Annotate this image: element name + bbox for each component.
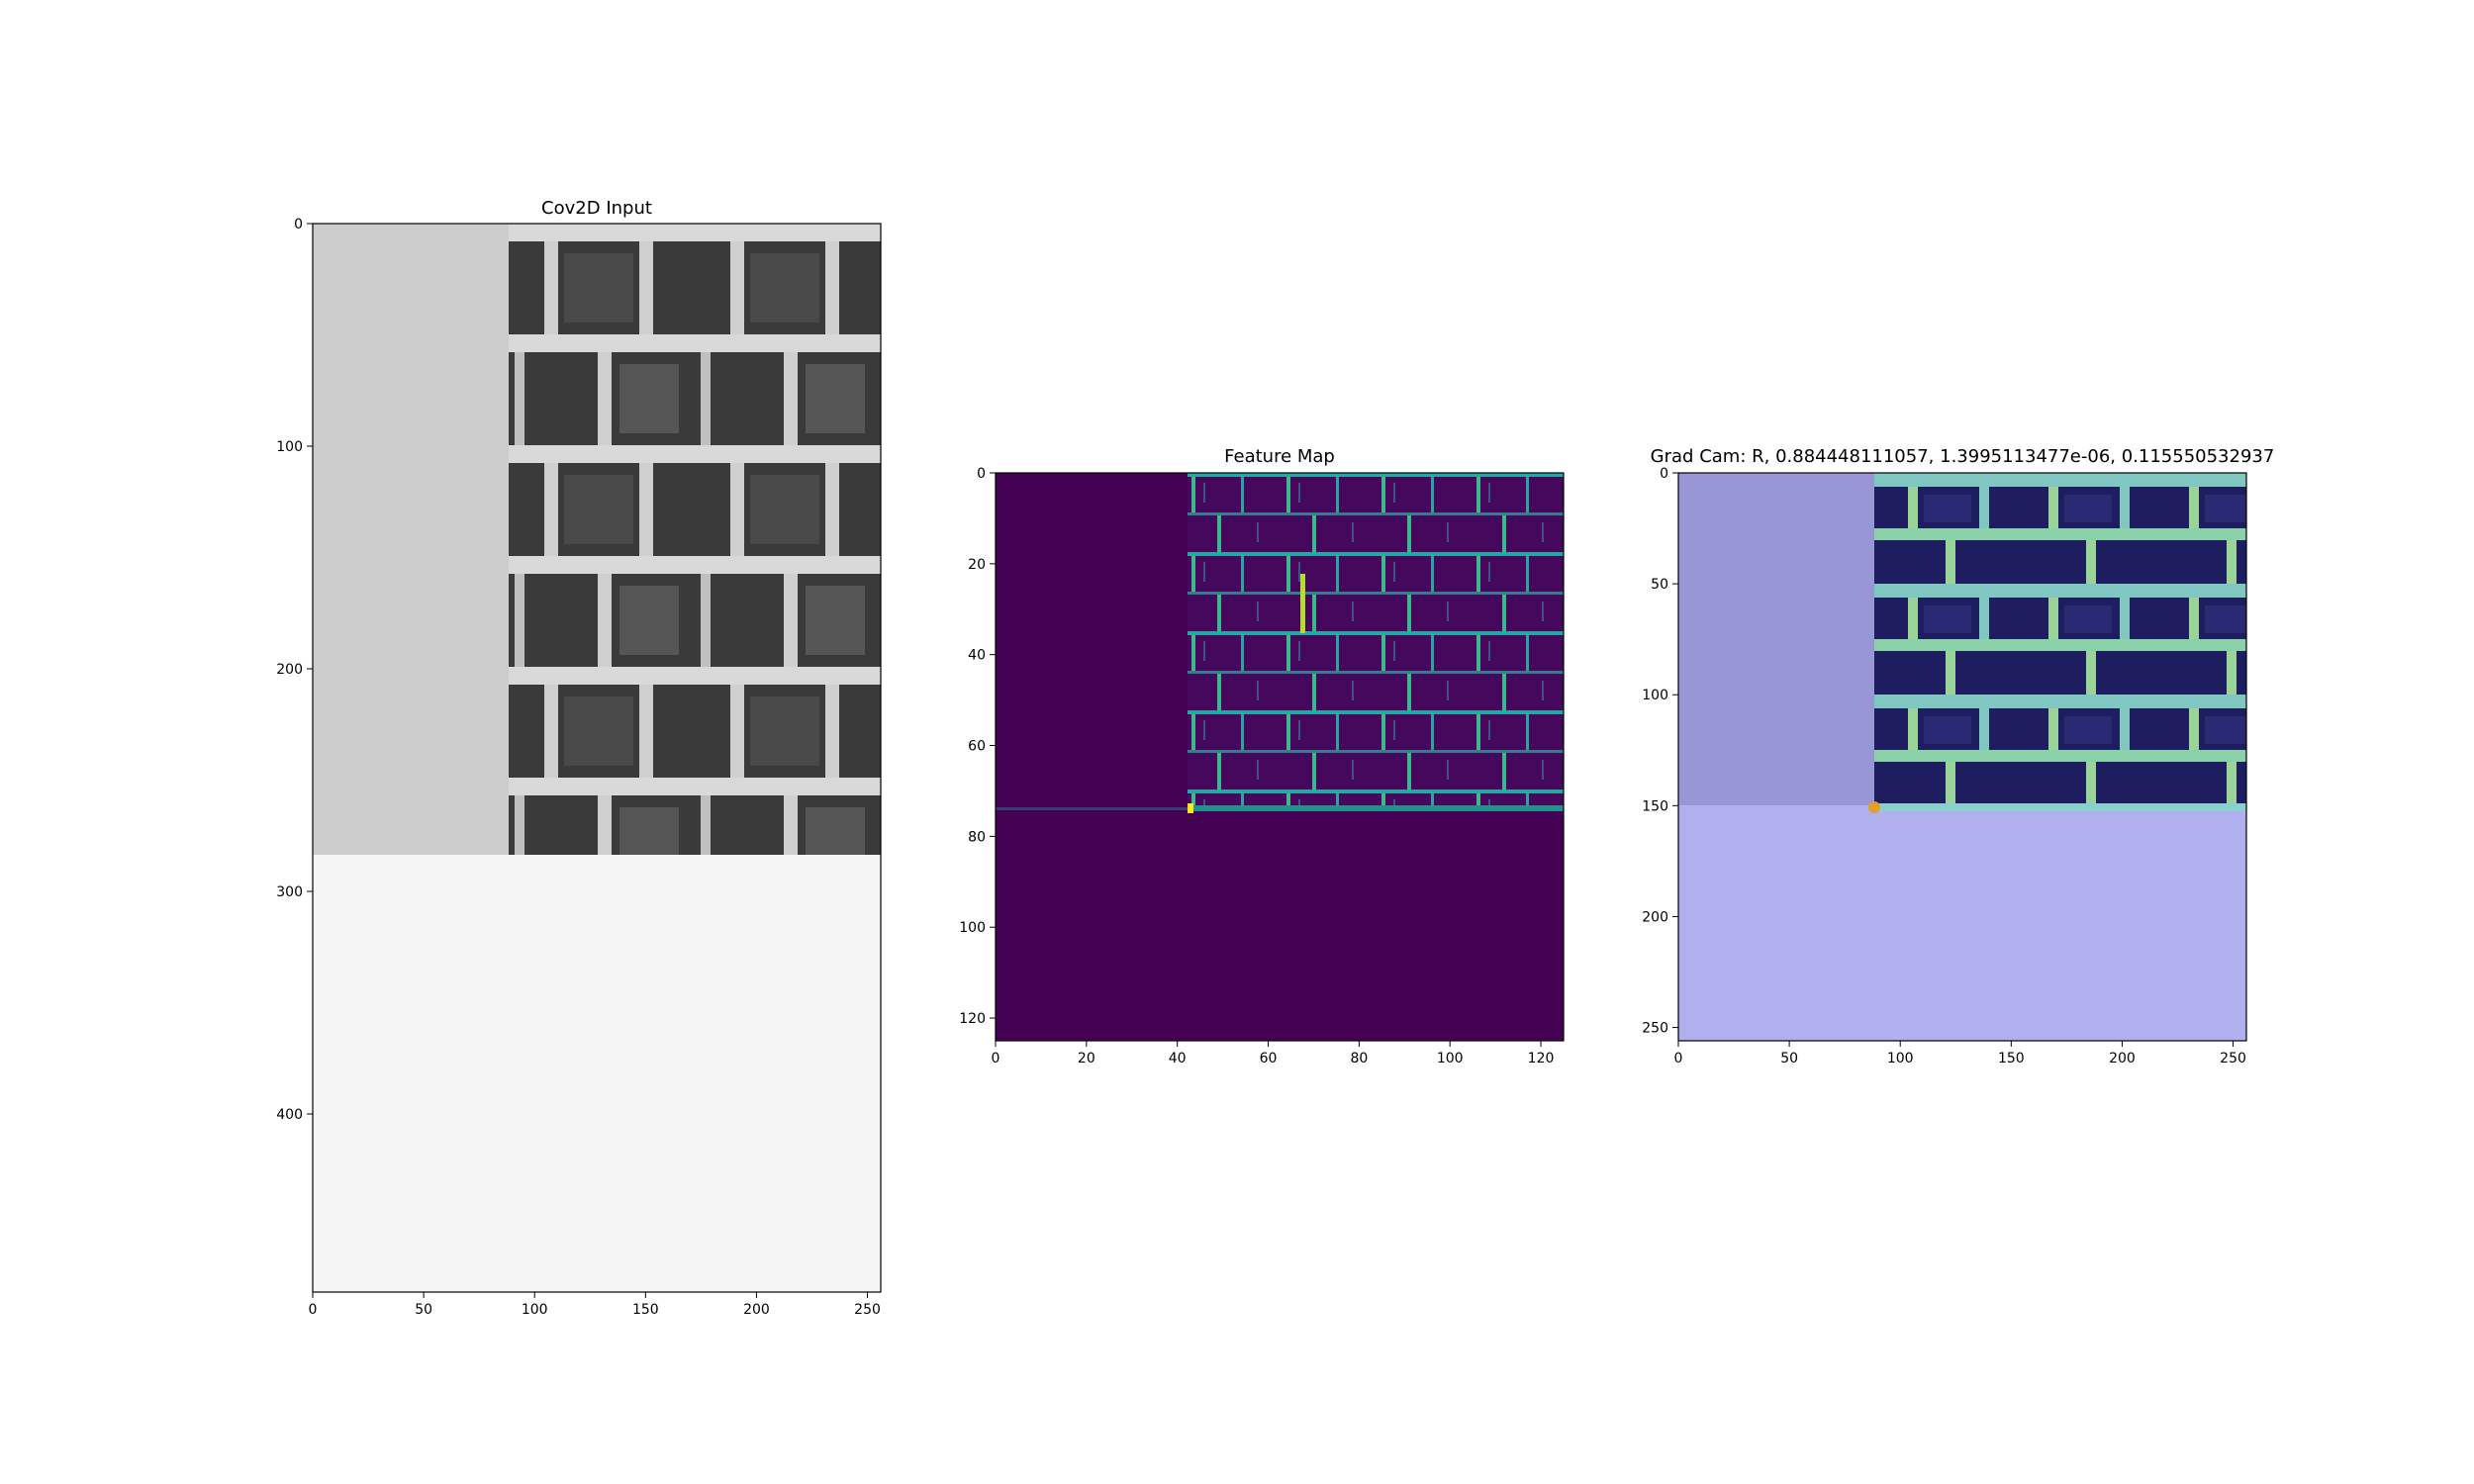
y-tick-label: 20: [968, 557, 986, 573]
x-tick-label: 50: [415, 1302, 432, 1318]
y-tick-label: 400: [276, 1107, 303, 1123]
panel1-brick-image: [509, 224, 881, 855]
panel3-hotspot: [1868, 801, 1880, 813]
y-tick-label: 0: [977, 466, 986, 482]
x-tick-label: 200: [2109, 1051, 2136, 1067]
y-tick-label: 40: [968, 648, 986, 664]
panel-cov2d-input: Cov2D Input 0 50 100 150 200 250 0 100 200 300 40…: [276, 198, 882, 1318]
y-tick-label: 80: [968, 829, 986, 845]
y-tick-label: 100: [276, 439, 303, 455]
y-tick-label: 200: [276, 662, 303, 678]
x-tick-label: 100: [522, 1302, 548, 1318]
panel3-bottom-edge-glow: [1874, 803, 2246, 811]
panel2-faint-row: [996, 807, 1188, 810]
panel2-title: Feature Map: [1224, 446, 1335, 467]
panel3-pad-left: [1678, 473, 1874, 805]
panel3-pad-bottom: [1678, 805, 2246, 1041]
y-tick-label: 250: [1642, 1021, 1668, 1037]
y-tick-label: 100: [1642, 688, 1668, 703]
x-tick-label: 0: [1674, 1051, 1683, 1067]
y-tick-label: 0: [1660, 466, 1668, 482]
x-tick-label: 150: [1998, 1051, 2025, 1067]
x-tick-label: 0: [992, 1051, 1000, 1067]
x-tick-label: 150: [632, 1302, 659, 1318]
panel3-brick-overlay: [1874, 473, 2246, 805]
panel1-frame: [312, 223, 882, 1293]
panel3-y-axis: 0 50 100 150 200 250: [1642, 466, 1678, 1037]
panel1-title: Cov2D Input: [541, 198, 652, 219]
panel2-y-axis: 0 20 40 60 80 100 120: [959, 466, 996, 1027]
panel2-hotspot-yellow: [1188, 803, 1193, 813]
x-tick-label: 0: [309, 1302, 318, 1318]
panel-feature-map: Feature Map 0 20 40 60 80 100 120 0 20 40 60 80 100…: [959, 446, 1565, 1067]
x-tick-label: 120: [1528, 1051, 1555, 1067]
x-tick-label: 40: [1169, 1051, 1187, 1067]
panel-grad-cam: Grad Cam: R, 0.884448111057, 1.399511347…: [1642, 446, 2274, 1067]
x-tick-label: 250: [854, 1302, 881, 1318]
y-tick-label: 200: [1642, 909, 1668, 925]
panel3-frame: [1677, 472, 2247, 1042]
x-tick-label: 80: [1350, 1051, 1368, 1067]
panel3-title: Grad Cam: R, 0.884448111057, 1.399511347…: [1651, 446, 2275, 467]
panel2-bright-edge-row: [1188, 805, 1564, 811]
panel2-x-axis: 0 20 40 60 80 100 120: [992, 1041, 1555, 1067]
y-tick-label: 60: [968, 739, 986, 755]
panel1-pad-bottom: [313, 855, 881, 1292]
x-tick-label: 250: [2220, 1051, 2246, 1067]
x-tick-label: 200: [743, 1302, 770, 1318]
panel1-pad-left: [313, 224, 509, 855]
panel2-frame: [995, 472, 1565, 1042]
y-tick-label: 150: [1642, 798, 1668, 814]
panel1-y-axis: 0 100 200 300 400: [276, 217, 313, 1123]
y-tick-label: 0: [294, 217, 303, 232]
panel3-x-axis: 0 50 100 150 200 250: [1674, 1041, 2246, 1067]
panel1-x-axis: 0 50 100 150 200 250: [309, 1292, 881, 1318]
y-tick-label: 120: [959, 1011, 986, 1027]
x-tick-label: 100: [1887, 1051, 1914, 1067]
y-tick-label: 300: [276, 884, 303, 900]
x-tick-label: 100: [1437, 1051, 1464, 1067]
y-tick-label: 100: [959, 920, 986, 936]
x-tick-label: 20: [1078, 1051, 1095, 1067]
y-tick-label: 50: [1651, 577, 1668, 593]
x-tick-label: 60: [1260, 1051, 1278, 1067]
panel2-active-edges: [1188, 473, 1564, 805]
x-tick-label: 50: [1780, 1051, 1798, 1067]
panel2-hotspot-vertical: [1300, 574, 1305, 633]
